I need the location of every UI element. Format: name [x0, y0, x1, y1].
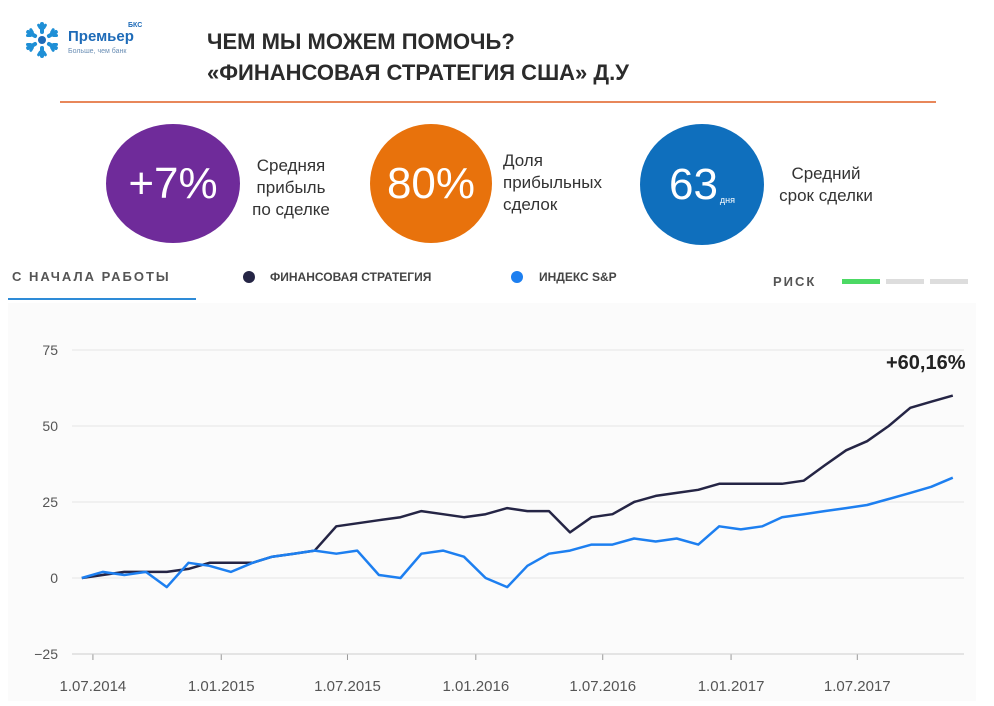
risk-label: РИСК: [773, 274, 817, 289]
x-tick-label: 1.07.2017: [824, 678, 891, 695]
x-tick-label: 1.01.2017: [698, 678, 765, 695]
title-line-2: «ФИНАНСОВАЯ СТРАТЕГИЯ США» Д.У: [207, 60, 629, 85]
stat-unit: дня: [719, 195, 736, 205]
series-line-strategy: [81, 394, 954, 580]
y-tick-label: 75: [42, 342, 58, 358]
stat-value: 80%: [386, 158, 476, 208]
tab-since-start[interactable]: С НАЧАЛА РАБОТЫ: [12, 269, 171, 284]
legend-index-marker: [511, 271, 523, 283]
stat-label-line: Средний: [791, 164, 861, 183]
legend-index-label: ИНДЕКС S&P: [539, 270, 617, 284]
risk-bar-1: [842, 279, 880, 284]
page-title: ЧЕМ МЫ МОЖЕМ ПОМОЧЬ? «ФИНАНСОВАЯ СТРАТЕГ…: [207, 26, 629, 88]
risk-bar-2: [886, 279, 924, 284]
stat-value: +7%: [128, 158, 218, 208]
y-tick-label: 50: [42, 418, 58, 434]
y-tick-label: −25: [34, 646, 58, 662]
stat-label-avg-duration: Средний срок сделки: [770, 163, 882, 207]
stat-label-line: Средняя: [256, 156, 326, 175]
logo-superscript: БКС: [128, 22, 143, 29]
x-tick-label: 1.01.2016: [442, 678, 509, 695]
stat-circle-profitable-share: 80%: [370, 124, 492, 243]
series-line-index: [81, 476, 954, 589]
stat-label-line: Доля: [503, 151, 543, 170]
snowflake-logo-icon: [22, 19, 65, 61]
stat-label-line: сделок: [503, 195, 558, 214]
stat-label-line: срок сделки: [779, 186, 873, 205]
y-tick-label: 25: [42, 494, 58, 510]
logo-name: Премьер: [68, 28, 134, 45]
stat-circle-avg-duration: 63 дня: [640, 124, 764, 245]
logo-tagline: Больше, чем банк: [68, 48, 127, 55]
stat-label-profitable-share: Доля прибыльных сделок: [503, 150, 618, 216]
y-tick-label: 0: [50, 570, 58, 586]
stat-label-line: прибыльных: [503, 173, 602, 192]
x-tick-label: 1.07.2015: [314, 678, 381, 695]
final-return-label: +60,16%: [886, 352, 966, 374]
risk-bar-3: [930, 279, 968, 284]
x-tick-label: 1.01.2015: [188, 678, 255, 695]
brand-logo: Премьер БКС Больше, чем банк: [22, 18, 162, 64]
chart-panel: 75 50 25 0 −25 1.07.2014 1.01.2015 1.07.2015 1.0…: [8, 303, 976, 701]
line-chart: 75 50 25 0 −251.07.2014 1.01.2015 1.07.2015 1.0…: [34, 342, 964, 695]
title-line-1: ЧЕМ МЫ МОЖЕМ ПОМОЧЬ?: [207, 29, 515, 54]
legend-strategy-label: ФИНАНСОВАЯ СТРАТЕГИЯ: [270, 270, 432, 284]
legend-strategy-marker: [243, 271, 255, 283]
chart-toolbar: С НАЧАЛА РАБОТЫ: [8, 264, 976, 302]
stat-label-line: по сделке: [252, 200, 330, 219]
title-divider: [60, 101, 936, 103]
stat-circle-avg-profit: +7%: [106, 124, 240, 243]
x-tick-label: 1.07.2014: [60, 678, 127, 695]
stat-label-avg-profit: Средняя прибыль по сделке: [246, 155, 336, 221]
stat-label-line: прибыль: [256, 178, 326, 197]
x-tick-label: 1.07.2016: [569, 678, 636, 695]
active-tab-indicator: [8, 298, 196, 300]
stat-value: 63: [668, 159, 718, 209]
